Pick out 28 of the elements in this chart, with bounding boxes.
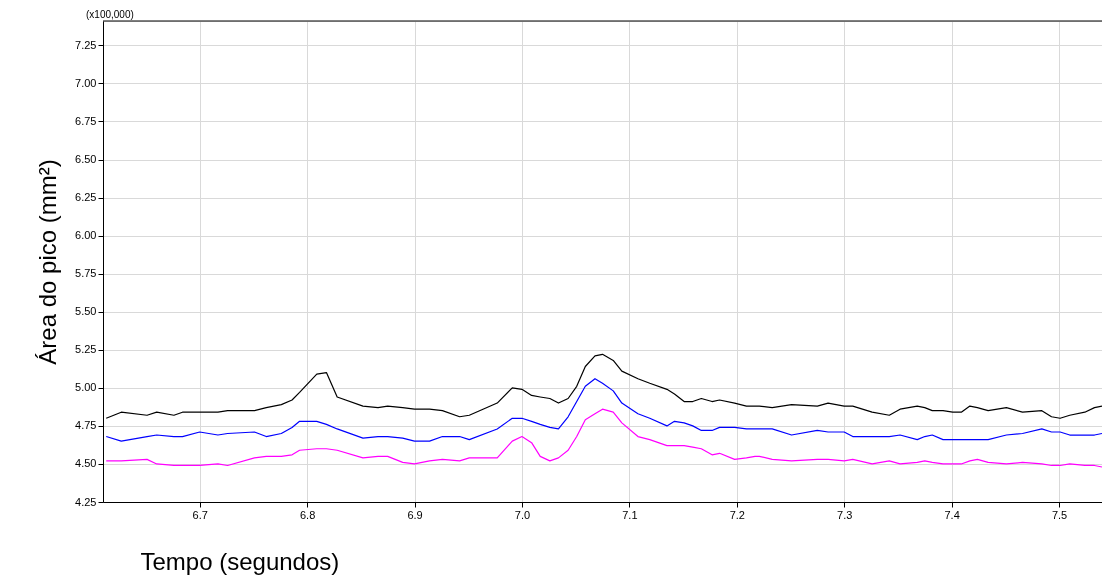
y-tick-label: 4.50	[75, 457, 97, 470]
line-series	[105, 353, 1102, 419]
y-tick-label: 4.75	[75, 419, 97, 432]
x-tick-label: 7.3	[837, 508, 853, 521]
line-series	[105, 378, 1102, 442]
y-tick-label: 5.50	[75, 305, 97, 318]
x-tick-label: 7.1	[622, 508, 638, 521]
y-tick-label: 6.50	[75, 153, 97, 166]
x-tick-label: 6.8	[299, 508, 316, 521]
y-tick-label: 4.25	[75, 495, 97, 508]
text: (x100,000)	[86, 9, 134, 20]
y-tick-label: 7.00	[75, 76, 97, 89]
y-tick-label: 7.25	[75, 38, 97, 51]
x-tick-label: 6.9	[407, 508, 423, 521]
x-tick-label: 7.5	[1051, 508, 1068, 521]
y-tick-label: 6.75	[75, 114, 97, 127]
y-tick-label: 6.25	[75, 191, 97, 204]
x-tick-label: 6.7	[192, 508, 208, 521]
y-tick-label: 5.00	[75, 381, 97, 394]
x-axis-title: Tempo (segundos)	[140, 547, 340, 575]
x-tick-label: 7.2	[729, 508, 745, 521]
x-tick-label: 7.4	[944, 508, 960, 521]
y-axis-title: Área do pico (mm²)	[34, 159, 62, 365]
x-tick-label: 7.0	[514, 508, 531, 521]
y-tick-label: 6.00	[75, 229, 97, 242]
y-tick-label: 5.75	[75, 267, 97, 280]
y-tick-label: 5.25	[75, 343, 97, 356]
line-series	[105, 408, 1102, 468]
